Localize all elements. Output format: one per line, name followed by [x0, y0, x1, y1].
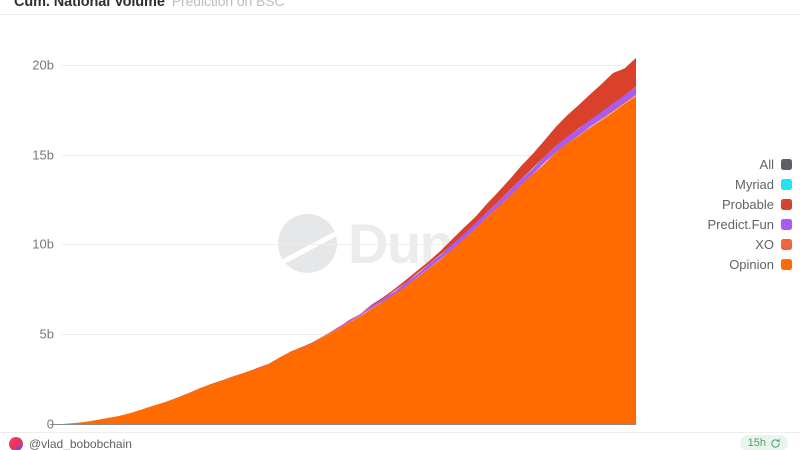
legend-item-all[interactable]: All	[760, 157, 792, 172]
legend-color-swatch	[781, 219, 792, 230]
y-axis-tick-label: 20b	[32, 57, 54, 73]
chart-footer: @vlad_bobobchain 15h	[0, 432, 800, 450]
legend-color-swatch	[781, 199, 792, 210]
legend-color-swatch	[781, 159, 792, 170]
area-chart-svg	[62, 57, 636, 424]
legend-item-label: Opinion	[729, 257, 774, 272]
legend-item-probable[interactable]: Probable	[722, 197, 792, 212]
page-title: Cum. National Volume	[14, 0, 165, 10]
legend-color-swatch	[781, 239, 792, 250]
legend-item-opinion[interactable]: Opinion	[729, 257, 792, 272]
legend-item-xo[interactable]: XO	[755, 237, 792, 252]
legend-color-swatch	[781, 179, 792, 190]
y-axis-tick-label: 0	[46, 416, 54, 432]
y-axis-tick-label: 15b	[32, 147, 54, 163]
y-axis-tick-label: 10b	[32, 236, 54, 252]
chart-header: Cum. National Volume Prediction on BSC	[14, 0, 285, 10]
chart-legend: All Myriad Probable Predict.Fun XO Opinion	[708, 157, 792, 272]
x-axis-line	[50, 424, 636, 425]
legend-item-label: XO	[755, 237, 774, 252]
last-refresh-label: 15h	[747, 437, 766, 449]
legend-item-label: Predict.Fun	[707, 217, 774, 232]
area-chart-plot[interactable]	[62, 38, 636, 424]
y-axis-tick-label: 5b	[39, 326, 54, 342]
author-handle: @vlad_bobobchain	[29, 437, 132, 450]
scrollbar[interactable]	[796, 0, 800, 450]
last-refresh-badge[interactable]: 15h	[739, 435, 788, 450]
avatar	[9, 437, 23, 450]
gridline	[62, 64, 636, 66]
header-divider	[0, 14, 800, 15]
area-series-opinion	[62, 96, 636, 424]
refresh-clock-icon	[771, 438, 780, 448]
legend-item-label: All	[759, 157, 774, 172]
gridline	[62, 244, 636, 246]
legend-item-myriad[interactable]: Myriad	[735, 177, 792, 192]
page-subtitle: Prediction on BSC	[171, 0, 285, 9]
legend-item-predict-fun[interactable]: Predict.Fun	[708, 217, 792, 232]
legend-color-swatch	[781, 259, 792, 270]
gridline	[62, 154, 636, 156]
author-credit[interactable]: @vlad_bobobchain	[9, 437, 132, 450]
legend-item-label: Myriad	[734, 177, 774, 192]
legend-item-label: Probable	[721, 197, 774, 212]
